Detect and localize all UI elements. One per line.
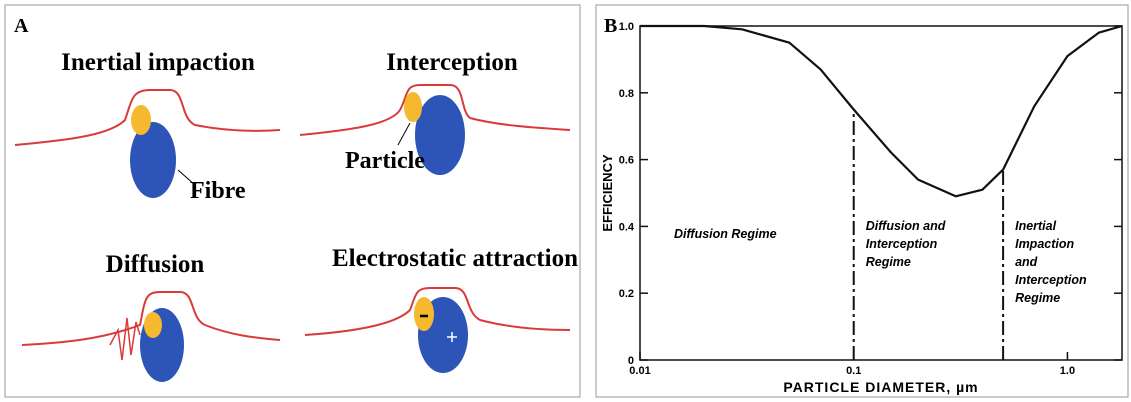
particle	[404, 92, 422, 122]
brownian-path	[109, 317, 141, 361]
airflow	[21, 291, 281, 346]
x-tick-label: 1.0	[1060, 365, 1075, 377]
panel-a: A Inertial impaction Fibre Interception …	[4, 4, 581, 398]
regime-label: Interception	[866, 237, 938, 251]
regime-label: Interception	[1015, 273, 1087, 287]
x-tick-label: 0.01	[629, 365, 650, 377]
pointer	[177, 169, 196, 186]
panel-b: B 0 0.2 0.4 0.6 0.8 1.0 0.01 0.1 1.0 PARTICLE DIA…	[595, 4, 1129, 398]
mechanism-title: Electrostatic attraction	[332, 245, 578, 272]
x-axis-label: PARTICLE DIAMETER, µm	[783, 379, 978, 395]
mechanism-title: Interception	[386, 49, 518, 76]
panel-frame	[4, 4, 581, 398]
airflow	[299, 84, 571, 136]
regime-label: and	[1015, 255, 1038, 269]
panel-label: A	[14, 15, 29, 37]
y-tick-label: 0.6	[619, 155, 634, 167]
regime-label: Diffusion and	[866, 219, 946, 233]
regime-label: Inertial	[1015, 219, 1057, 233]
airflow	[304, 287, 571, 336]
pointer	[397, 122, 411, 146]
y-tick-label: 0	[628, 355, 634, 367]
y-axis-label: EFFICIENCY	[600, 154, 615, 232]
regime-label: Regime	[866, 255, 911, 269]
particle	[144, 312, 162, 338]
y-tick-label: 1.0	[619, 21, 634, 33]
y-tick-label: 0.4	[619, 221, 635, 233]
mechanism-title: Diffusion	[106, 251, 205, 278]
panel-label: B	[604, 15, 617, 37]
fibre	[130, 122, 176, 198]
particle-label: Particle	[345, 148, 425, 174]
particle	[131, 105, 151, 135]
regime-label: Diffusion Regime	[674, 227, 777, 241]
regime-label: Impaction	[1015, 237, 1074, 251]
fibre-label: Fibre	[190, 178, 246, 204]
particle	[414, 297, 434, 331]
charge-plus	[447, 332, 457, 342]
y-tick-label: 0.8	[619, 88, 634, 100]
regime-label: Regime	[1015, 291, 1060, 305]
x-tick-label: 0.1	[846, 365, 861, 377]
plot-frame	[639, 25, 1123, 361]
airflow	[14, 89, 281, 146]
fibre	[415, 95, 465, 175]
mechanism-title: Inertial impaction	[61, 49, 255, 76]
y-tick-label: 0.2	[619, 288, 634, 300]
efficiency-curve	[640, 24, 1123, 198]
panel-frame	[595, 4, 1129, 398]
